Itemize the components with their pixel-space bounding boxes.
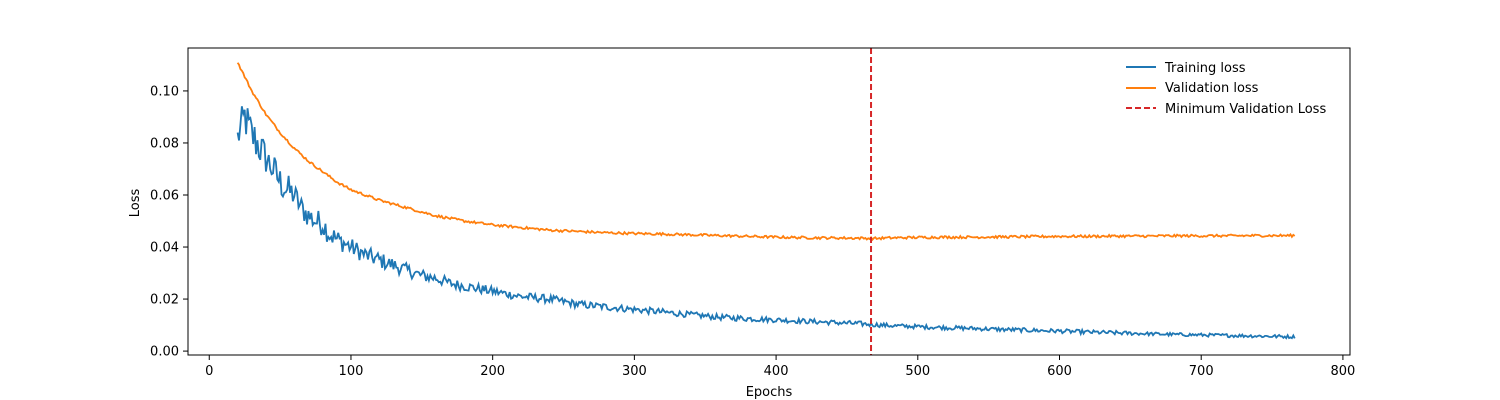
legend-label-training: Training loss bbox=[1164, 61, 1246, 76]
x-tick-label: 700 bbox=[1189, 364, 1214, 379]
plot-frame bbox=[187, 47, 1351, 356]
y-tick-label: 0.08 bbox=[150, 136, 179, 151]
x-tick-label: 300 bbox=[622, 364, 647, 379]
x-axis-label: Epochs bbox=[746, 385, 793, 400]
series-line-training bbox=[236, 106, 1296, 340]
x-tick-label: 500 bbox=[905, 364, 930, 379]
x-tick-label: 600 bbox=[1047, 364, 1072, 379]
x-tick-label: 400 bbox=[764, 364, 789, 379]
y-tick-label: 0.06 bbox=[150, 188, 179, 203]
y-tick-label: 0.04 bbox=[150, 241, 179, 256]
legend-label-validation: Validation loss bbox=[1165, 81, 1259, 96]
x-tick-label: 800 bbox=[1331, 364, 1356, 379]
x-tick-label: 200 bbox=[480, 364, 505, 379]
y-tick-label: 0.00 bbox=[150, 345, 179, 360]
x-tick-label: 100 bbox=[339, 364, 364, 379]
series-line-validation bbox=[236, 62, 1296, 242]
series-layer bbox=[236, 62, 1296, 340]
y-axis-label: Loss bbox=[128, 189, 143, 218]
y-tick-label: 0.02 bbox=[150, 293, 179, 308]
legend-label-min-line: Minimum Validation Loss bbox=[1165, 102, 1326, 117]
x-tick-label: 0 bbox=[205, 364, 213, 379]
x-ticks: 0 100 200 300 400 500 600 700 800 bbox=[205, 355, 1355, 379]
legend: Training loss Validation loss Minimum Va… bbox=[1126, 61, 1326, 117]
y-ticks: 0.00 0.02 0.04 0.06 0.08 0.10 bbox=[150, 84, 188, 360]
y-tick-label: 0.10 bbox=[150, 84, 179, 99]
